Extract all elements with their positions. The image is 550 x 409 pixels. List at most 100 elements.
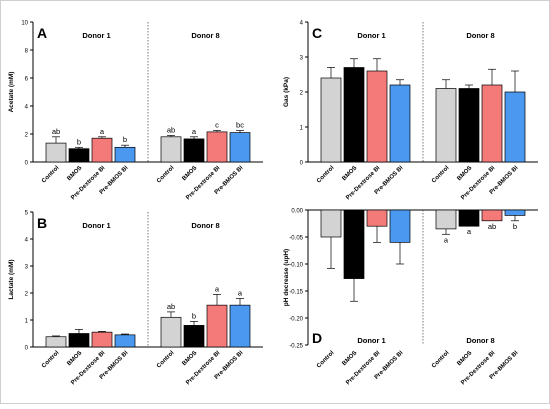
bar — [183, 325, 205, 348]
significance-letter: b — [77, 137, 81, 146]
x-tick-label: Control — [431, 165, 451, 185]
y-tick-label: 4 — [25, 238, 29, 244]
y-tick-label: 0 — [25, 346, 29, 352]
y-tick-label: 8 — [25, 49, 29, 55]
significance-letter: b — [192, 311, 196, 320]
y-tick-label: 10 — [21, 21, 28, 27]
bar — [366, 70, 388, 163]
bar — [458, 88, 480, 163]
donor-title: Donor 8 — [466, 336, 494, 345]
bar — [504, 91, 526, 163]
x-tick-label: BMOS — [66, 165, 83, 182]
y-tick-label: 0.00 — [291, 209, 303, 215]
significance-letter: c — [215, 121, 219, 130]
y-axis-title: Acetate (mM) — [8, 72, 15, 113]
significance-letter: bc — [236, 121, 244, 130]
bar — [91, 137, 113, 163]
significance-letter: a — [444, 235, 449, 244]
significance-letter: ab — [488, 222, 496, 231]
significance-letter: a — [215, 284, 220, 293]
y-tick-label: 2 — [25, 133, 29, 139]
x-tick-label: Control — [316, 165, 336, 185]
bar — [343, 209, 365, 279]
y-tick-label: -0.20 — [289, 317, 303, 323]
bar — [481, 84, 503, 163]
significance-letter: b — [513, 222, 517, 231]
y-tick-label: 2 — [300, 91, 304, 97]
donor-title: Donor 1 — [357, 31, 385, 40]
y-tick-label: -0.05 — [289, 236, 303, 242]
x-tick-label: Control — [41, 350, 61, 370]
bar — [206, 131, 228, 163]
panel-label: C — [312, 25, 322, 41]
bar — [481, 209, 503, 222]
donor-title: Donor 1 — [357, 336, 385, 345]
x-tick-label: BMOS — [341, 165, 358, 182]
bar — [320, 77, 342, 163]
x-tick-label: Control — [316, 350, 336, 370]
bar — [160, 136, 182, 163]
panel-label: B — [37, 215, 47, 231]
significance-letter: ab — [167, 302, 175, 311]
y-tick-label: 2 — [25, 292, 29, 298]
donor-title: Donor 8 — [191, 221, 219, 230]
bar — [45, 142, 67, 163]
y-axis-title: pH decrease (upH) — [283, 249, 290, 306]
significance-letter: a — [238, 288, 243, 297]
bar — [389, 209, 411, 243]
bar — [68, 148, 90, 163]
x-tick-label: Control — [156, 165, 176, 185]
y-tick-label: -0.15 — [289, 290, 303, 296]
x-tick-label: Control — [156, 350, 176, 370]
bar — [183, 138, 205, 163]
donor-title: Donor 8 — [466, 31, 494, 40]
y-tick-label: -0.25 — [289, 344, 303, 350]
x-tick-label: BMOS — [181, 165, 198, 182]
significance-letter: a — [192, 127, 197, 136]
bar — [114, 146, 136, 163]
y-tick-label: 1 — [25, 319, 29, 325]
bar — [458, 209, 480, 227]
donor-title: Donor 8 — [191, 31, 219, 40]
y-tick-label: 4 — [25, 105, 29, 111]
y-axis-title: Gas (kPa) — [283, 77, 290, 107]
x-tick-label: Control — [41, 165, 61, 185]
bar — [320, 209, 342, 238]
significance-letter: a — [467, 227, 472, 236]
significance-letter: ab — [167, 125, 175, 134]
bar — [45, 336, 67, 348]
panel-d: 0.00 -0.05 -0.10 -0.15 -0.20 -0.25 pH decrease… — [283, 209, 538, 386]
y-axis-title: Lactate (mM) — [8, 259, 15, 299]
significance-letter: b — [123, 135, 127, 144]
x-tick-label: BMOS — [341, 350, 358, 367]
donor-title: Donor 1 — [82, 31, 110, 40]
y-tick-label: 0 — [300, 161, 304, 167]
x-tick-label: Control — [431, 350, 451, 370]
bar — [160, 316, 182, 348]
bar — [206, 304, 228, 348]
significance-letter: a — [100, 127, 105, 136]
bar — [229, 132, 251, 163]
bar — [435, 209, 457, 230]
bar — [435, 88, 457, 163]
y-tick-label: 0 — [25, 161, 29, 167]
bar — [343, 67, 365, 163]
y-tick-label: -0.10 — [289, 263, 303, 269]
bar — [91, 331, 113, 348]
panel-label: D — [312, 330, 322, 346]
y-tick-label: 3 — [25, 265, 29, 271]
x-tick-label: BMOS — [181, 350, 198, 367]
x-tick-label: BMOS — [456, 350, 473, 367]
bar — [366, 209, 388, 227]
bar — [229, 304, 251, 348]
bar — [68, 333, 90, 348]
bar — [504, 209, 526, 216]
x-tick-label: BMOS — [66, 350, 83, 367]
x-tick-label: BMOS — [456, 165, 473, 182]
bar — [389, 84, 411, 163]
